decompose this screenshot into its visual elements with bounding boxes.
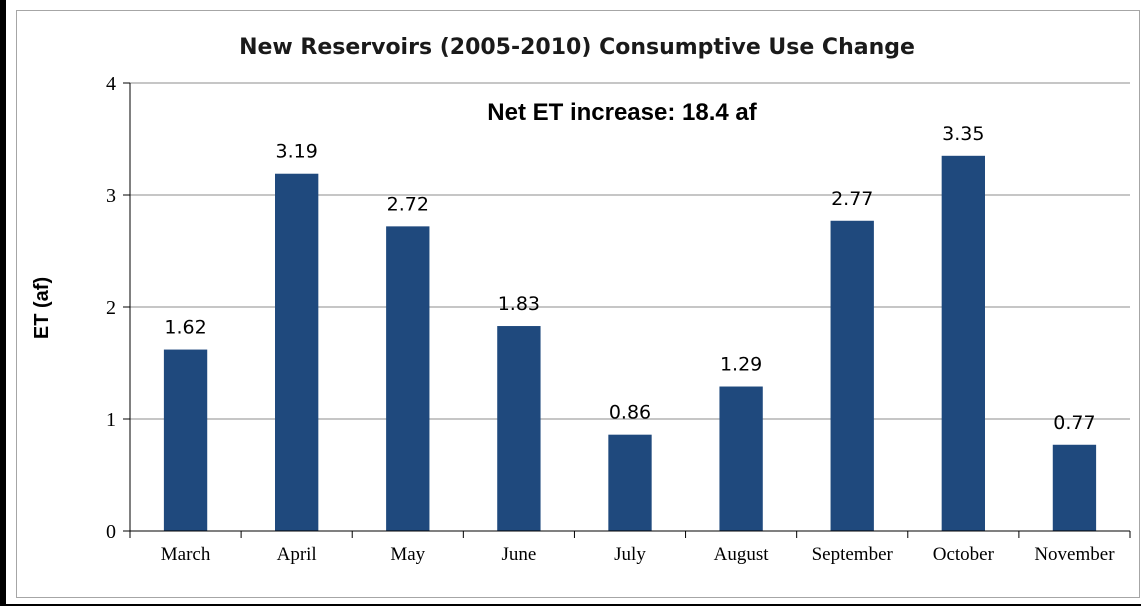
bar-july	[608, 434, 652, 531]
data-label: 2.72	[387, 193, 429, 215]
bar-september	[830, 220, 874, 531]
data-label: 3.19	[276, 141, 318, 163]
y-tick-label: 3	[106, 185, 116, 207]
bar-march	[163, 349, 208, 531]
x-tick-label: July	[614, 544, 646, 565]
x-tick-label: August	[714, 544, 770, 565]
bar-may	[386, 226, 430, 532]
x-tick-labels: March April May June July August September Octo…	[161, 544, 1115, 565]
y-tick-label: 2	[106, 297, 116, 319]
bar-october	[941, 155, 985, 532]
chart-title: New Reservoirs (2005-2010) Consumptive U…	[239, 35, 915, 60]
y-tick-label: 4	[106, 73, 116, 95]
data-label: 2.77	[831, 188, 873, 210]
data-label: 3.35	[942, 123, 984, 145]
axes	[123, 82, 1131, 538]
y-tick-label: 1	[106, 409, 116, 431]
data-label: 0.77	[1053, 412, 1095, 434]
x-tick-label: October	[933, 544, 995, 565]
y-tick-label: 0	[106, 521, 116, 543]
x-tick-label: September	[812, 544, 894, 565]
data-labels: 1.62 3.19 2.72 1.83 0.86 1.29 2.77 3.35 0.77	[164, 123, 1095, 434]
x-tick-label: April	[277, 544, 317, 565]
x-tick-label: November	[1034, 544, 1115, 565]
y-axis-label: ET (af)	[31, 277, 53, 339]
data-label: 1.29	[720, 354, 762, 376]
x-tick-label: March	[161, 544, 211, 565]
x-tick-label: May	[390, 544, 425, 565]
data-label: 1.83	[498, 293, 540, 315]
bar-august	[719, 386, 763, 531]
y-tick-labels: 0 1 2 3 4	[106, 73, 116, 543]
net-et-annotation: Net ET increase: 18.4 af	[487, 99, 757, 126]
data-label: 1.62	[164, 317, 206, 339]
data-label: 0.86	[609, 402, 651, 424]
bar-series	[163, 155, 1097, 532]
bar-november	[1052, 444, 1097, 531]
bar-june	[497, 326, 541, 531]
x-tick-label: June	[501, 544, 536, 565]
bar-april	[275, 173, 319, 531]
